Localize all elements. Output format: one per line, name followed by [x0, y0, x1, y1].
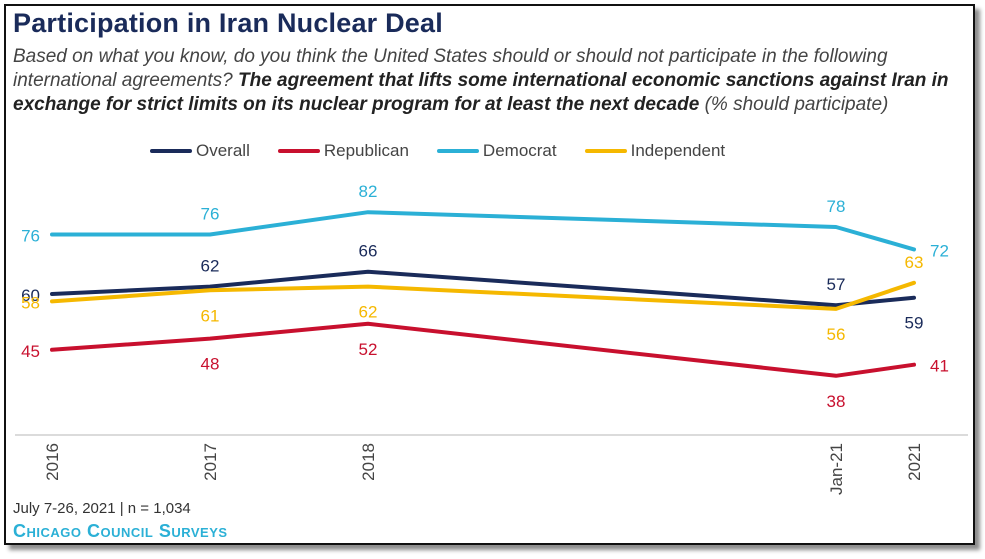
- x-tick-label-2021: 2021: [905, 443, 924, 481]
- data-label-overall-2017: 62: [201, 257, 220, 276]
- source-label: Chicago Council Surveys: [13, 521, 228, 541]
- legend-swatch-overall: [150, 149, 192, 153]
- chart-frame: [4, 4, 975, 545]
- data-label-democrat-2018: 82: [359, 182, 378, 201]
- data-label-independent-2016: 58: [21, 293, 40, 312]
- data-label-republican-2018: 52: [359, 340, 378, 359]
- legend-item-democrat: Democrat: [436, 141, 557, 161]
- legend-swatch-republican: [277, 149, 320, 153]
- legend-item-overall: Overall: [150, 141, 250, 161]
- data-label-republican-2021: 41: [930, 357, 949, 376]
- x-tick-label-jan-21: Jan-21: [827, 443, 846, 495]
- series-line-independent: [50, 280, 916, 311]
- data-label-republican-2017: 48: [201, 355, 220, 374]
- legend-label-overall: Overall: [196, 141, 250, 160]
- series-line-republican: [50, 321, 916, 378]
- data-label-overall-jan-21: 57: [827, 275, 846, 294]
- survey-note: July 7-26, 2021 | n = 1,034: [13, 500, 191, 517]
- legend: Overall Republican Democrat Independent: [150, 141, 725, 161]
- series-line-overall: [50, 269, 916, 308]
- subtitle-question: Based on what you know, do you think the…: [13, 46, 888, 91]
- data-label-democrat-jan-21: 78: [827, 197, 846, 216]
- data-label-independent-2018: 62: [359, 303, 378, 322]
- x-tick-label-2017: 2017: [201, 443, 220, 481]
- subtitle-emphasis: The agreement that lifts some internatio…: [13, 70, 949, 115]
- legend-label-independent: Independent: [630, 141, 726, 160]
- data-label-overall-2018: 66: [359, 242, 378, 261]
- data-label-independent-2017: 61: [201, 306, 220, 325]
- data-label-independent-2021: 63: [905, 253, 924, 272]
- data-label-democrat-2021: 72: [930, 241, 949, 260]
- legend-item-independent: Independent: [584, 141, 726, 161]
- chart-subtitle: Based on what you know, do you think the…: [13, 45, 968, 117]
- chart-title: Participation in Iran Nuclear Deal: [13, 8, 443, 38]
- legend-item-republican: Republican: [277, 141, 409, 161]
- legend-label-democrat: Democrat: [482, 141, 557, 160]
- data-label-independent-jan-21: 56: [827, 325, 846, 344]
- subtitle-unit: (% should participate): [704, 94, 889, 115]
- x-tick-label-2016: 2016: [43, 443, 62, 481]
- legend-swatch-democrat: [436, 149, 479, 153]
- data-label-republican-2016: 45: [21, 342, 40, 361]
- legend-label-republican: Republican: [323, 141, 409, 160]
- legend-swatch-independent: [584, 149, 627, 153]
- data-label-democrat-2016: 76: [21, 226, 40, 245]
- data-label-overall-2021: 59: [905, 314, 924, 333]
- data-label-overall-2016: 60: [21, 286, 40, 305]
- x-tick-label-2018: 2018: [359, 443, 378, 481]
- series-line-democrat: [50, 210, 916, 252]
- data-label-republican-jan-21: 38: [827, 392, 846, 411]
- data-label-democrat-2017: 76: [201, 204, 220, 223]
